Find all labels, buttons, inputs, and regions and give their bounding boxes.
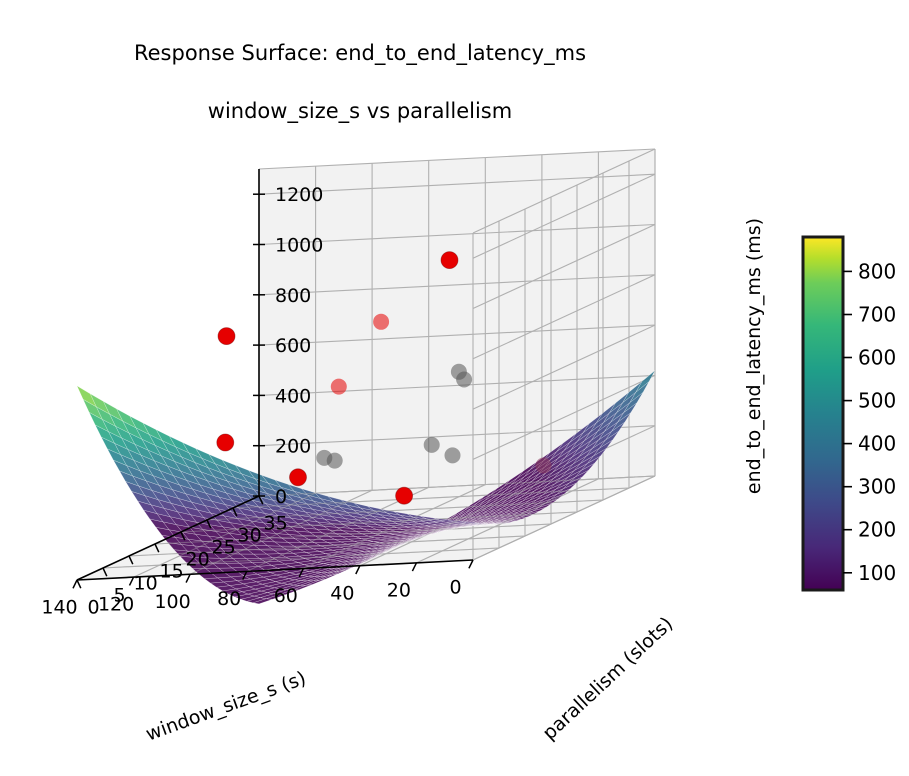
z-tick-label: 200 bbox=[275, 436, 311, 458]
scatter-point bbox=[440, 251, 459, 270]
z-tick-label: 600 bbox=[275, 335, 311, 357]
colorbar-tick-label: 400 bbox=[858, 432, 896, 456]
z-tick-label: 0 bbox=[275, 486, 287, 508]
z-tick-label: 1000 bbox=[275, 235, 323, 257]
colorbar-tick-label: 800 bbox=[858, 259, 896, 283]
x-tick-label: 20 bbox=[387, 580, 411, 602]
scatter-point bbox=[373, 313, 390, 330]
z-tick-label: 1200 bbox=[275, 184, 323, 206]
y-axis-label: parallelism (slots) bbox=[538, 613, 677, 745]
scatter-point bbox=[216, 433, 235, 452]
colorbar: 100 200 300 400 500 600 700 800 bbox=[801, 235, 896, 592]
colorbar-tick-label: 200 bbox=[858, 518, 896, 542]
scatter-point bbox=[289, 468, 307, 487]
chart-title-line-2: window_size_s vs parallelism bbox=[207, 98, 513, 123]
axis-ticks bbox=[72, 193, 474, 589]
y-tick-label: 25 bbox=[212, 536, 236, 558]
colorbar-tick-label: 100 bbox=[858, 561, 896, 585]
x-tick-label: 100 bbox=[154, 591, 190, 613]
colorbar-tick-label: 300 bbox=[858, 475, 896, 499]
colorbar-gradient bbox=[801, 235, 845, 592]
y-tick-label: 10 bbox=[134, 572, 158, 594]
colorbar-tick-label: 500 bbox=[858, 389, 896, 413]
scatter-point bbox=[456, 371, 473, 388]
y-tick-label: 0 bbox=[88, 596, 100, 618]
z-tick-label: 800 bbox=[275, 285, 311, 307]
axis-spines bbox=[76, 169, 474, 581]
x-tick-label: 0 bbox=[449, 577, 461, 599]
floor-gridlines-front bbox=[76, 475, 656, 581]
y-tick-label: 30 bbox=[238, 524, 262, 546]
x-tick-label: 40 bbox=[330, 582, 354, 604]
scatter-point bbox=[326, 452, 343, 469]
x-tick-label: 120 bbox=[98, 594, 134, 616]
y-tick-label: 20 bbox=[186, 548, 210, 570]
colorbar-tick-label: 600 bbox=[858, 346, 896, 370]
colorbar-tick-label: 700 bbox=[858, 303, 896, 327]
y-tick-label: 15 bbox=[160, 560, 184, 582]
scatter-point bbox=[444, 447, 461, 464]
z-tick-label: 400 bbox=[275, 385, 311, 407]
x-tick-label: 140 bbox=[41, 597, 77, 619]
x-tick-label: 60 bbox=[274, 585, 298, 607]
scatter-point bbox=[535, 457, 552, 474]
scatter-points bbox=[216, 251, 552, 505]
scatter-point bbox=[217, 327, 236, 346]
x-axis-label: window_size_s (s) bbox=[143, 667, 309, 745]
scatter-point bbox=[330, 378, 347, 395]
scatter-point bbox=[423, 436, 440, 453]
x-tick-label: 80 bbox=[217, 588, 241, 610]
chart-title: Response Surface: end_to_end_latency_ms … bbox=[0, 10, 720, 155]
y-tick-label: 5 bbox=[114, 584, 126, 606]
z-axis-label: end_to_end_latency_ms (ms) bbox=[743, 218, 765, 494]
scatter-point bbox=[395, 486, 414, 505]
y-tick-label: 35 bbox=[264, 512, 288, 534]
chart-title-line-1: Response Surface: end_to_end_latency_ms bbox=[133, 40, 587, 65]
